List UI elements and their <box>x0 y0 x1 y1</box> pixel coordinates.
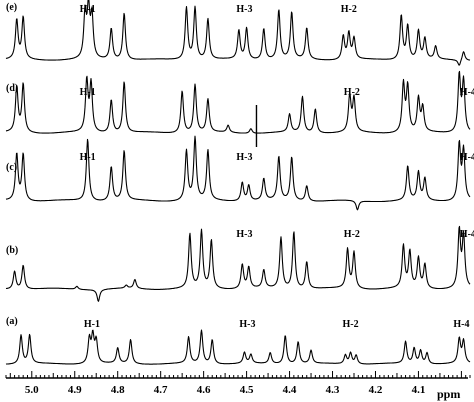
spectrum-name: (d) <box>6 83 18 94</box>
spectra-layer: (e) H-1 H-3 H-2 (d) H-1 H-2 H-4 (c) H-1 H-3 H-4 (b) H… <box>5 0 474 365</box>
x-tick-label: 4.5 <box>240 384 254 396</box>
spectrum-trace <box>5 0 471 66</box>
peak-label-h-2: H-2 <box>343 319 359 330</box>
peak-label-h-4: H-4 <box>453 319 469 330</box>
peak-label-h-1: H-1 <box>80 152 96 163</box>
peak-label-h-1: H-1 <box>80 4 96 15</box>
peak-label-h-3: H-3 <box>236 4 252 15</box>
spectrum-name: (b) <box>6 245 18 256</box>
peak-label-h-4: H-4 <box>460 87 474 98</box>
spectrum-2: (c) H-1 H-3 H-4 <box>5 135 474 211</box>
peak-label-h-2: H-2 <box>344 87 360 98</box>
peak-label-h-2: H-2 <box>341 4 357 15</box>
spectrum-name: (a) <box>6 316 18 327</box>
spectrum-trace <box>5 225 471 302</box>
spectrum-trace <box>5 329 471 365</box>
peak-label-h-2: H-2 <box>344 229 360 240</box>
spectrum-name: (c) <box>6 162 17 173</box>
x-ticks: 5.0 4.9 4.8 4.7 4.6 4.5 4.4 4.3 4.2 4.1 <box>5 371 471 396</box>
peak-label-h-3: H-3 <box>236 152 252 163</box>
spectrum-trace <box>5 70 471 134</box>
spectrum-0: (e) H-1 H-3 H-2 <box>5 0 471 66</box>
x-tick-label: 4.7 <box>154 384 168 396</box>
x-axis-title: ppm <box>437 387 460 401</box>
x-tick-label: 4.4 <box>283 384 297 396</box>
x-tick-label: 4.8 <box>111 384 125 396</box>
x-tick-label: 4.9 <box>68 384 82 396</box>
peak-label-h-4: H-4 <box>460 229 474 240</box>
spectrum-1: (d) H-1 H-2 H-4 <box>5 70 474 147</box>
spectrum-trace <box>5 135 471 211</box>
x-tick-label: 5.0 <box>25 384 39 396</box>
spectrum-3: (b) H-3 H-2 H-4 <box>5 225 474 302</box>
peak-label-h-1: H-1 <box>84 319 100 330</box>
spectrum-4: (a) H-1 H-3 H-2 H-4 <box>5 316 471 365</box>
spectrum-name: (e) <box>6 2 17 13</box>
x-axis: 5.0 4.9 4.8 4.7 4.6 4.5 4.4 4.3 4.2 4.1 ppm <box>5 371 471 401</box>
peak-label-h-3: H-3 <box>239 319 255 330</box>
peak-label-h-4: H-4 <box>460 152 474 163</box>
x-tick-label: 4.6 <box>197 384 211 396</box>
x-tick-label: 4.3 <box>326 384 340 396</box>
peak-label-h-1: H-1 <box>80 87 96 98</box>
peak-label-h-3: H-3 <box>236 229 252 240</box>
x-tick-label: 4.2 <box>369 384 383 396</box>
x-tick-label: 4.1 <box>412 384 426 396</box>
